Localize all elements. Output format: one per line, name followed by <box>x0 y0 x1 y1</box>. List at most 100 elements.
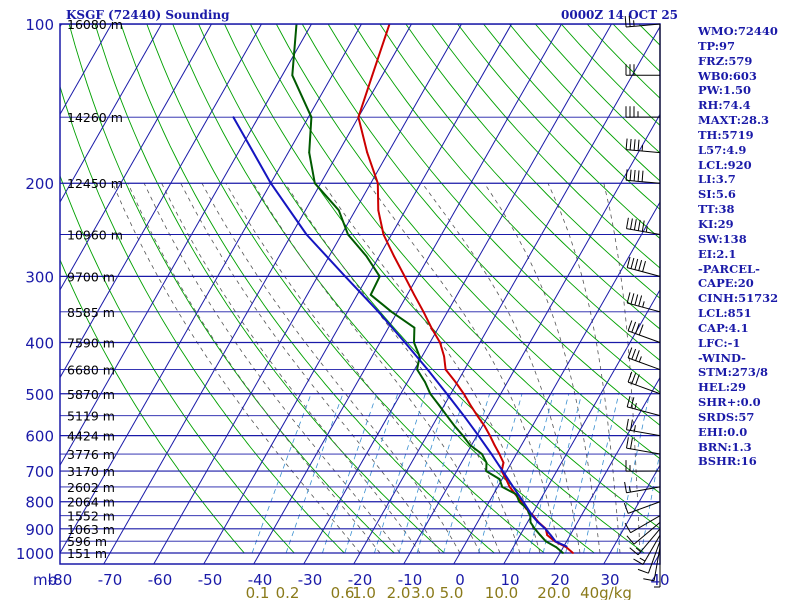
temperature-point <box>546 534 549 536</box>
wind-barb <box>626 521 661 545</box>
index-item: SHR+:0.0 <box>698 395 761 410</box>
dewpoint-point <box>445 414 448 417</box>
dewpoint-point <box>529 514 532 517</box>
index-item: CINH:51732 <box>698 291 779 306</box>
temperature-point <box>489 434 491 437</box>
temperature-tick-label: -70 <box>98 571 123 589</box>
temperature-point <box>508 486 511 488</box>
dry-adiabat-line <box>457 24 660 240</box>
pressure-tick-label: 200 <box>25 175 54 193</box>
pressure-tick-label: 400 <box>25 335 54 353</box>
index-item: EHI:0.0 <box>698 424 748 439</box>
dry-adiabat-line <box>560 24 660 127</box>
moist-adiabat-line <box>284 182 521 554</box>
dewpoint-point <box>413 341 415 344</box>
grid <box>0 12 660 564</box>
temperature-point <box>502 461 505 464</box>
temperature-point <box>572 552 574 554</box>
height-label: 10960 m <box>67 228 123 243</box>
index-item: BSHR:16 <box>698 454 757 469</box>
dewpoint-point <box>555 546 558 549</box>
mixing-ratio-label: 2.0 <box>387 584 411 600</box>
dewpoint-point <box>424 381 426 383</box>
temperature-point <box>439 341 441 344</box>
wind-barb <box>625 138 661 154</box>
moist-adiabat-line <box>603 183 641 554</box>
wind-barb <box>626 418 661 437</box>
dewpoint-point <box>529 521 532 524</box>
temperature-tick-label: -50 <box>198 571 223 589</box>
isotherm-line <box>60 24 263 379</box>
temperature-point <box>462 392 465 395</box>
temperature-point <box>376 182 379 185</box>
pressure-tick-label: 100 <box>25 16 54 34</box>
index-item: TT:38 <box>698 202 735 217</box>
parcel-point <box>232 116 235 119</box>
wind-barb <box>625 460 661 472</box>
dewpoint-point <box>347 233 349 236</box>
isotherm-line <box>0 12 18 564</box>
dewpoint-point <box>390 310 393 313</box>
mixing-ratio-line <box>478 393 523 554</box>
parcel-point <box>565 545 568 548</box>
index-item: KI:29 <box>698 216 734 231</box>
temperature-point <box>454 381 457 383</box>
parcel-point <box>377 310 380 313</box>
parcel-point <box>305 233 308 236</box>
index-item: SI:5.6 <box>698 187 736 202</box>
dry-adiabat-line <box>534 24 660 154</box>
index-item: SRDS:57 <box>698 409 755 424</box>
dewpoint-point <box>308 151 311 154</box>
sounding-series <box>232 24 574 554</box>
index-item: LI:3.7 <box>698 172 736 187</box>
height-label: 1552 m <box>67 509 115 524</box>
wind-barb <box>643 547 661 582</box>
height-label: 151 m <box>67 546 107 561</box>
dewpoint-point <box>429 392 432 395</box>
wind-barb <box>624 515 661 534</box>
temperature-point <box>476 414 479 417</box>
height-label: 16080 m <box>67 17 123 32</box>
dry-adiabat-line <box>146 24 545 554</box>
wind-barb <box>629 528 661 556</box>
dry-adiabat-line <box>691 24 800 553</box>
chart-title: KSGF (72440) Sounding <box>66 8 230 22</box>
height-label: 9700 m <box>67 269 115 284</box>
index-item: TP:97 <box>698 38 736 53</box>
index-item: CAPE:20 <box>698 276 754 291</box>
dewpoint-point <box>533 527 536 530</box>
dewpoint-point <box>469 444 471 446</box>
temperature-tick-label: 20 <box>550 571 569 589</box>
mixing-ratio-label: 1.0 <box>352 584 376 600</box>
index-item: LCL:920 <box>698 157 752 172</box>
pressure-tick-label: 600 <box>25 428 54 446</box>
wind-barb <box>626 396 661 417</box>
isotherm-line <box>153 24 463 564</box>
index-item: CAP:4.1 <box>698 320 749 335</box>
height-label: 596 m <box>67 534 107 549</box>
dewpoint-point <box>416 368 418 371</box>
dewpoint-point <box>481 453 483 455</box>
temperature-tick-label: 10 <box>500 571 519 589</box>
pressure-tick-label: 900 <box>25 521 54 539</box>
pressure-tick-label: 800 <box>25 494 54 512</box>
temperature-point <box>443 355 445 358</box>
dry-adiabat-line <box>94 24 445 554</box>
dewpoint-point <box>453 425 456 427</box>
wind-barb <box>627 347 661 371</box>
parcel-point <box>501 470 504 472</box>
wind-barb <box>627 371 661 395</box>
temperature-point <box>377 209 380 212</box>
temperature-point <box>444 368 447 371</box>
dewpoint-point <box>413 326 416 329</box>
parcel-point <box>477 434 480 437</box>
height-label: 5119 m <box>67 409 115 424</box>
temperature-point <box>366 151 369 154</box>
isotherm-line <box>60 24 313 467</box>
isotherm-line <box>203 24 513 564</box>
parcel-point <box>522 500 525 503</box>
pressure-axis: 100 200 300 400 500 600 700 800 900 1000 <box>16 16 54 563</box>
height-label: 2602 m <box>67 480 115 495</box>
parcel-point <box>445 392 448 395</box>
isotherm-line <box>103 24 413 564</box>
